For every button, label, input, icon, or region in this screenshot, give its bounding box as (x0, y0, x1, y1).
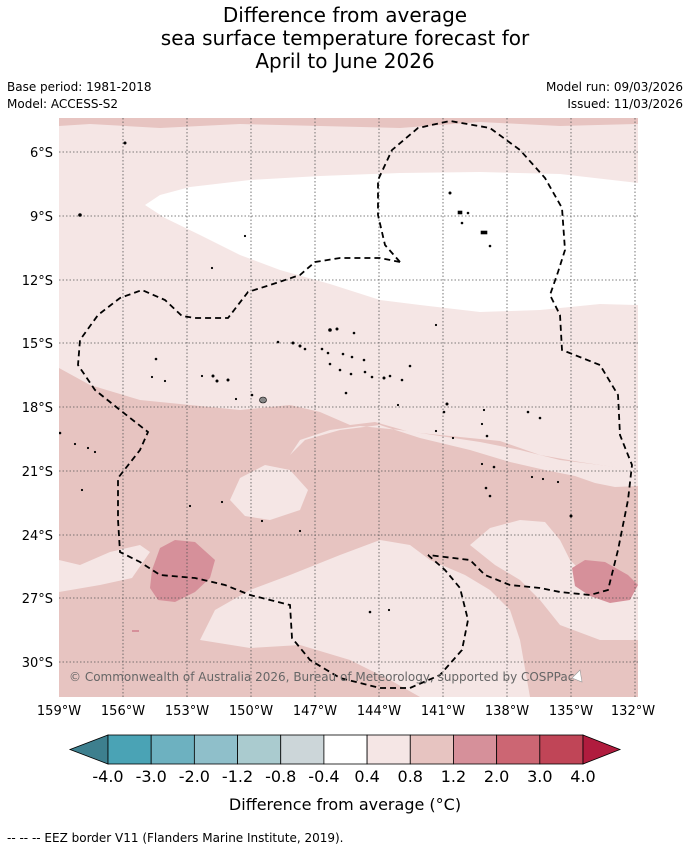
colorbar-tick-label: 2.0 (484, 767, 509, 786)
lon-label-138w: 138°W (485, 704, 529, 719)
lat-label-15s: 15°S (22, 337, 53, 352)
colorbar-segment (409, 734, 454, 765)
lon-label-144w: 144°W (357, 704, 401, 719)
base-period: Base period: 1981-2018 (7, 80, 152, 94)
colorbar-tick-label: 4.0 (570, 767, 595, 786)
colorbar-extend-low (68, 734, 109, 765)
model-run: Model run: 09/03/2026 (545, 80, 683, 94)
colorbar-tick-label: 0.8 (398, 767, 423, 786)
lon-label-132w: 132°W (611, 704, 655, 719)
band-pocket-se (470, 520, 638, 640)
band-top-0.8-1.2 (59, 118, 638, 128)
lon-label-147w: 147°W (293, 704, 337, 719)
colorbar-label: Difference from average (°C) (228, 795, 462, 814)
lon-labels: 159°W 156°W 153°W 150°W 147°W 144°W 141°… (37, 704, 655, 719)
colorbar-tick-label: 1.2 (441, 767, 466, 786)
lon-label-150w: 150°W (229, 704, 273, 719)
title-line-2: sea surface temperature forecast for (160, 26, 530, 50)
lat-labels: 6°S 9°S 12°S 15°S 18°S 21°S 24°S 27°S 30… (22, 146, 53, 671)
colorbar-tick-label: -1.2 (222, 767, 253, 786)
warm-spot-west (150, 540, 215, 602)
band-pocket-west (230, 465, 308, 520)
eez-footnote: -- -- -- EEZ border V11 (Flanders Marine… (7, 831, 344, 845)
colorbar-segment (107, 734, 152, 765)
band-pocket-sw (59, 545, 150, 592)
lat-label-18s: 18°S (22, 401, 53, 416)
lon-label-159w: 159°W (37, 704, 81, 719)
lon-label-141w: 141°W (421, 704, 465, 719)
lon-label-135w: 135°W (549, 704, 593, 719)
colorbar-segment (539, 734, 584, 765)
lon-label-156w: 156°W (101, 704, 145, 719)
lat-label-24s: 24°S (22, 529, 53, 544)
issued-date: Issued: 11/03/2026 (567, 97, 683, 111)
chart-title: Difference from average sea surface temp… (0, 4, 690, 73)
colorbar-segment (193, 734, 238, 765)
map-figure: © Commonwealth of Australia 2026, Bureau… (22, 118, 655, 786)
lat-label-21s: 21°S (22, 465, 53, 480)
colorbar-segment (496, 734, 541, 765)
colorbar-tick-label: -0.8 (265, 767, 296, 786)
meta-left: Base period: 1981-2018 Model: ACCESS-S2 (7, 79, 152, 113)
title-line-1: Difference from average (222, 3, 468, 27)
colorbar-segment (453, 734, 498, 765)
eez-border (77, 120, 633, 689)
meta-right: Model run: 09/03/2026 Issued: 11/03/2026 (546, 79, 683, 113)
band-pocket-south (200, 540, 530, 697)
colorbar-tick-label: 3.0 (527, 767, 552, 786)
islands (59, 141, 573, 632)
lat-label-6s: 6°S (30, 146, 53, 161)
colorbar-tick-label: -4.0 (92, 767, 123, 786)
lat-label-30s: 30°S (22, 656, 53, 671)
copyright-text: © Commonwealth of Australia 2026, Bureau… (69, 670, 574, 684)
colorbar-tick-label: -0.4 (308, 767, 339, 786)
colorbar-segment (237, 734, 282, 765)
lon-label-153w: 153°W (165, 704, 209, 719)
colorbar-segment (150, 734, 195, 765)
warm-spot-east (572, 560, 638, 603)
colorbar-tick-label: -2.0 (179, 767, 210, 786)
colorbar-segment (366, 734, 411, 765)
lat-label-27s: 27°S (22, 592, 53, 607)
island-outline (571, 669, 583, 683)
band-neutral (145, 172, 638, 312)
lat-label-9s: 9°S (30, 210, 53, 225)
title-line-3: April to June 2026 (255, 49, 435, 73)
colorbar-tick-label: 0.4 (354, 767, 379, 786)
model-name: Model: ACCESS-S2 (7, 97, 119, 111)
colorbar-tick-label: -3.0 (136, 767, 167, 786)
colorbar: -4.0 -3.0 -2.0 -1.2 -0.8 -0.4 0.4 0.8 1.2 2.0 3.0 4… (68, 734, 622, 786)
lat-label-12s: 12°S (22, 274, 53, 289)
colorbar-segment (323, 734, 368, 765)
anomaly-field (59, 118, 638, 697)
colorbar-extend-high (582, 734, 622, 765)
band-pocket-north (290, 425, 638, 487)
colorbar-segment (280, 734, 325, 765)
